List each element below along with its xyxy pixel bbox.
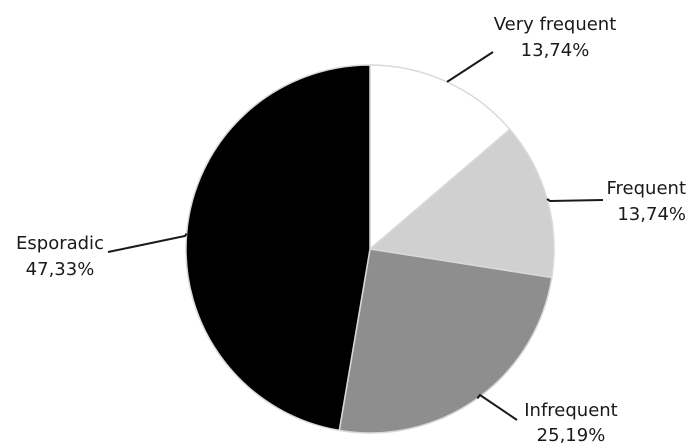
- slice-name-esporadic: Esporadic: [16, 233, 104, 254]
- slice-label-infrequent: Infrequent 25,19%: [524, 400, 618, 446]
- pie-slice-infrequent: [338, 248, 553, 434]
- slice-value-frequent: 13,74%: [617, 204, 686, 225]
- leader-lines: [107, 51, 604, 421]
- slice-label-esporadic: Esporadic 47,33%: [16, 233, 104, 280]
- leader-line-infrequent: [476, 393, 518, 421]
- slice-value-esporadic: 47,33%: [26, 259, 95, 280]
- leader-line-very-frequent: [446, 51, 494, 83]
- slice-name-infrequent: Infrequent: [524, 400, 618, 421]
- pie-slices: [185, 64, 555, 434]
- slice-name-very-frequent: Very frequent: [494, 14, 617, 35]
- slice-label-frequent: Frequent 13,74%: [607, 178, 687, 225]
- slice-value-infrequent: 25,19%: [537, 425, 606, 443]
- pie-slice-very-frequent: [369, 64, 511, 251]
- slice-value-very-frequent: 13,74%: [521, 40, 590, 61]
- leader-line-esporadic: [107, 233, 188, 253]
- slice-label-very-frequent: Very frequent 13,74%: [494, 14, 617, 61]
- leader-line-frequent: [546, 198, 604, 203]
- pie-slice-frequent: [368, 128, 555, 279]
- slice-name-frequent: Frequent: [607, 178, 687, 199]
- pie-slice-esporadic: [185, 64, 371, 432]
